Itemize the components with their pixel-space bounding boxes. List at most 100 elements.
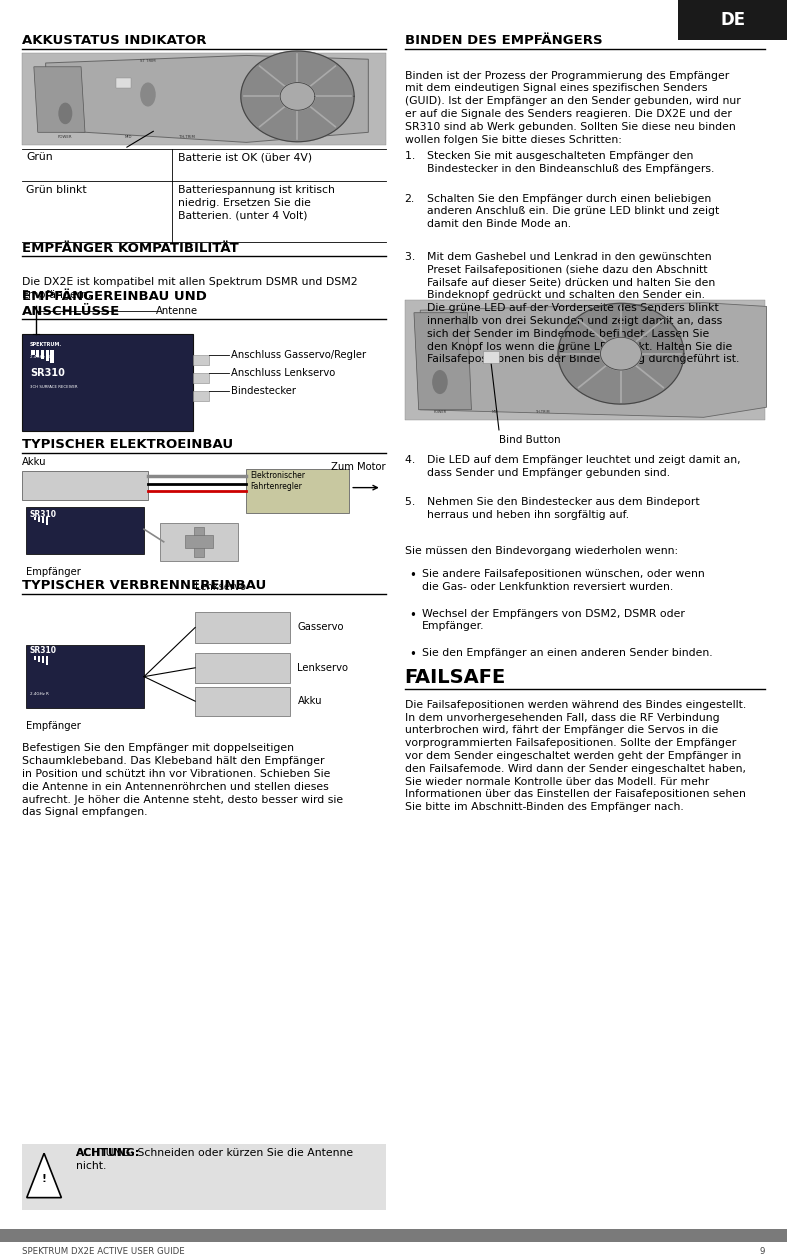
Text: Wechsel der Empfängers von DSM2, DSMR oder
Empfänger.: Wechsel der Empfängers von DSM2, DSMR od…	[422, 609, 685, 631]
FancyBboxPatch shape	[50, 350, 54, 363]
Text: TH.TRIM: TH.TRIM	[535, 410, 549, 413]
Text: !: !	[42, 1174, 46, 1184]
Circle shape	[141, 83, 155, 106]
FancyBboxPatch shape	[193, 355, 209, 365]
Text: MID: MID	[124, 135, 132, 139]
FancyBboxPatch shape	[42, 517, 44, 523]
Text: Empfänger: Empfänger	[26, 721, 81, 731]
Polygon shape	[241, 52, 354, 141]
Text: EMPFÄNGEREINBAU UND
ANSCHLÜSSE: EMPFÄNGEREINBAU UND ANSCHLÜSSE	[22, 290, 207, 318]
Text: Grün blinkt: Grün blinkt	[26, 185, 87, 195]
Text: 2.: 2.	[405, 194, 415, 204]
FancyBboxPatch shape	[160, 523, 238, 561]
Polygon shape	[600, 338, 641, 370]
Text: 2.4GHz  R: 2.4GHz R	[30, 355, 50, 359]
Text: ACHTUNG:: ACHTUNG:	[76, 1148, 140, 1158]
FancyBboxPatch shape	[211, 663, 242, 673]
Text: AKKUSTATUS INDIKATOR: AKKUSTATUS INDIKATOR	[22, 34, 206, 47]
Text: 9: 9	[759, 1246, 765, 1256]
FancyBboxPatch shape	[36, 350, 39, 358]
FancyBboxPatch shape	[31, 350, 35, 355]
Text: POWER: POWER	[58, 135, 72, 139]
FancyBboxPatch shape	[42, 656, 44, 663]
Text: ACHTUNG: Schneiden oder kürzen Sie die Antenne
nicht.: ACHTUNG: Schneiden oder kürzen Sie die A…	[76, 1148, 353, 1171]
Polygon shape	[280, 83, 315, 110]
Text: 3CH SURFACE RECEIVER: 3CH SURFACE RECEIVER	[30, 386, 77, 389]
Text: Befestigen Sie den Empfänger mit doppelseitigen
Schaumklebeband. Das Klebeband h: Befestigen Sie den Empfänger mit doppels…	[22, 743, 343, 818]
FancyBboxPatch shape	[483, 350, 499, 363]
Text: ST TRIM: ST TRIM	[140, 59, 156, 63]
Text: •: •	[409, 568, 416, 582]
FancyBboxPatch shape	[195, 612, 290, 643]
FancyBboxPatch shape	[193, 373, 209, 383]
Text: 1.: 1.	[405, 151, 422, 161]
Text: MID: MID	[492, 410, 498, 413]
Text: BINDEN DES EMPFÄNGERS: BINDEN DES EMPFÄNGERS	[405, 34, 602, 47]
Polygon shape	[420, 302, 767, 417]
FancyBboxPatch shape	[0, 1228, 787, 1242]
Text: SPEKTRUM DX2E ACTIVE USER GUIDE: SPEKTRUM DX2E ACTIVE USER GUIDE	[22, 1246, 185, 1256]
FancyBboxPatch shape	[405, 300, 765, 420]
FancyBboxPatch shape	[22, 53, 386, 145]
Text: Die LED auf dem Empfänger leuchtet und zeigt damit an,
dass Sender und Empfänger: Die LED auf dem Empfänger leuchtet und z…	[427, 455, 741, 478]
Text: SR310: SR310	[30, 368, 65, 378]
FancyBboxPatch shape	[222, 655, 231, 680]
Text: Die DX2E ist kompatibel mit allen Spektrum DSMR und DSM2
Empfängern.: Die DX2E ist kompatibel mit allen Spektr…	[22, 277, 357, 300]
Text: TYPISCHER VERBRENNEREINBAU: TYPISCHER VERBRENNEREINBAU	[22, 580, 266, 592]
Text: 2.4GHz R: 2.4GHz R	[30, 692, 49, 696]
Text: Bind Button: Bind Button	[499, 435, 560, 445]
FancyBboxPatch shape	[38, 656, 40, 662]
FancyBboxPatch shape	[195, 653, 290, 683]
Text: Akku: Akku	[22, 457, 46, 467]
FancyBboxPatch shape	[194, 527, 204, 557]
Text: Die Failsafepositionen werden während des Bindes eingestellt.
In dem unvorherges: Die Failsafepositionen werden während de…	[405, 699, 746, 813]
FancyBboxPatch shape	[38, 517, 40, 522]
FancyBboxPatch shape	[46, 350, 49, 360]
FancyBboxPatch shape	[193, 391, 209, 401]
FancyBboxPatch shape	[211, 622, 242, 633]
FancyBboxPatch shape	[34, 656, 36, 660]
Text: SR310: SR310	[30, 510, 57, 519]
Text: Sie den Empfänger an einen anderen Sender binden.: Sie den Empfänger an einen anderen Sende…	[422, 649, 712, 659]
FancyBboxPatch shape	[41, 350, 44, 359]
FancyBboxPatch shape	[678, 0, 787, 40]
Text: FAILSAFE: FAILSAFE	[405, 668, 506, 687]
Text: Mit dem Gashebel und Lenkrad in den gewünschten
Preset Failsafepositionen (siehe: Mit dem Gashebel und Lenkrad in den gewü…	[427, 252, 739, 364]
Text: Sie müssen den Bindevorgang wiederholen wenn:: Sie müssen den Bindevorgang wiederholen …	[405, 546, 678, 556]
Text: TH.TRIM: TH.TRIM	[179, 135, 195, 139]
Text: Lenkservo: Lenkservo	[195, 582, 246, 592]
Text: Nehmen Sie den Bindestecker aus dem Bindeport
herraus und heben ihn sorgfältig a: Nehmen Sie den Bindestecker aus dem Bind…	[427, 498, 699, 520]
Text: Lenkservo: Lenkservo	[297, 663, 349, 673]
Text: Empfänger: Empfänger	[26, 567, 81, 577]
Text: •: •	[409, 609, 416, 621]
Text: SPEKTRUM.: SPEKTRUM.	[30, 341, 62, 347]
FancyBboxPatch shape	[195, 687, 290, 716]
FancyBboxPatch shape	[22, 1144, 386, 1210]
Polygon shape	[34, 67, 85, 132]
FancyBboxPatch shape	[46, 517, 48, 525]
Polygon shape	[558, 304, 684, 404]
Text: Stecken Sie mit ausgeschalteten Empfänger den
Bindestecker in den Bindeanschluß : Stecken Sie mit ausgeschalteten Empfänge…	[427, 151, 714, 174]
FancyBboxPatch shape	[46, 656, 48, 665]
Circle shape	[59, 103, 72, 123]
Text: Anschluss Gasservo/Regler: Anschluss Gasservo/Regler	[231, 350, 366, 360]
Circle shape	[433, 370, 447, 393]
Text: Batteriespannung ist kritisch
niedrig. Ersetzen Sie die
Batterien. (unter 4 Volt: Batteriespannung ist kritisch niedrig. E…	[178, 185, 334, 220]
FancyBboxPatch shape	[246, 469, 349, 513]
Text: Grün: Grün	[26, 152, 53, 163]
Text: Schalten Sie den Empfänger durch einen beliebigen
anderen Anschluß ein. Die grün: Schalten Sie den Empfänger durch einen b…	[427, 194, 719, 229]
FancyBboxPatch shape	[26, 645, 144, 708]
Text: SR310: SR310	[30, 646, 57, 655]
FancyBboxPatch shape	[116, 78, 131, 88]
Text: Zum Motor: Zum Motor	[331, 462, 386, 472]
Text: Binden ist der Prozess der Programmierung des Empfänger
mit dem eindeutigen Sign: Binden ist der Prozess der Programmierun…	[405, 71, 741, 145]
Text: Anschluss Lenkservo: Anschluss Lenkservo	[231, 368, 334, 378]
Polygon shape	[27, 1153, 61, 1197]
Text: EMPFÄNGER KOMPATIBILITÄT: EMPFÄNGER KOMPATIBILITÄT	[22, 242, 238, 255]
FancyBboxPatch shape	[22, 471, 148, 500]
FancyBboxPatch shape	[185, 536, 213, 548]
Text: DE: DE	[720, 11, 745, 29]
Text: 4.: 4.	[405, 455, 422, 465]
Polygon shape	[46, 55, 368, 142]
FancyBboxPatch shape	[222, 615, 231, 640]
